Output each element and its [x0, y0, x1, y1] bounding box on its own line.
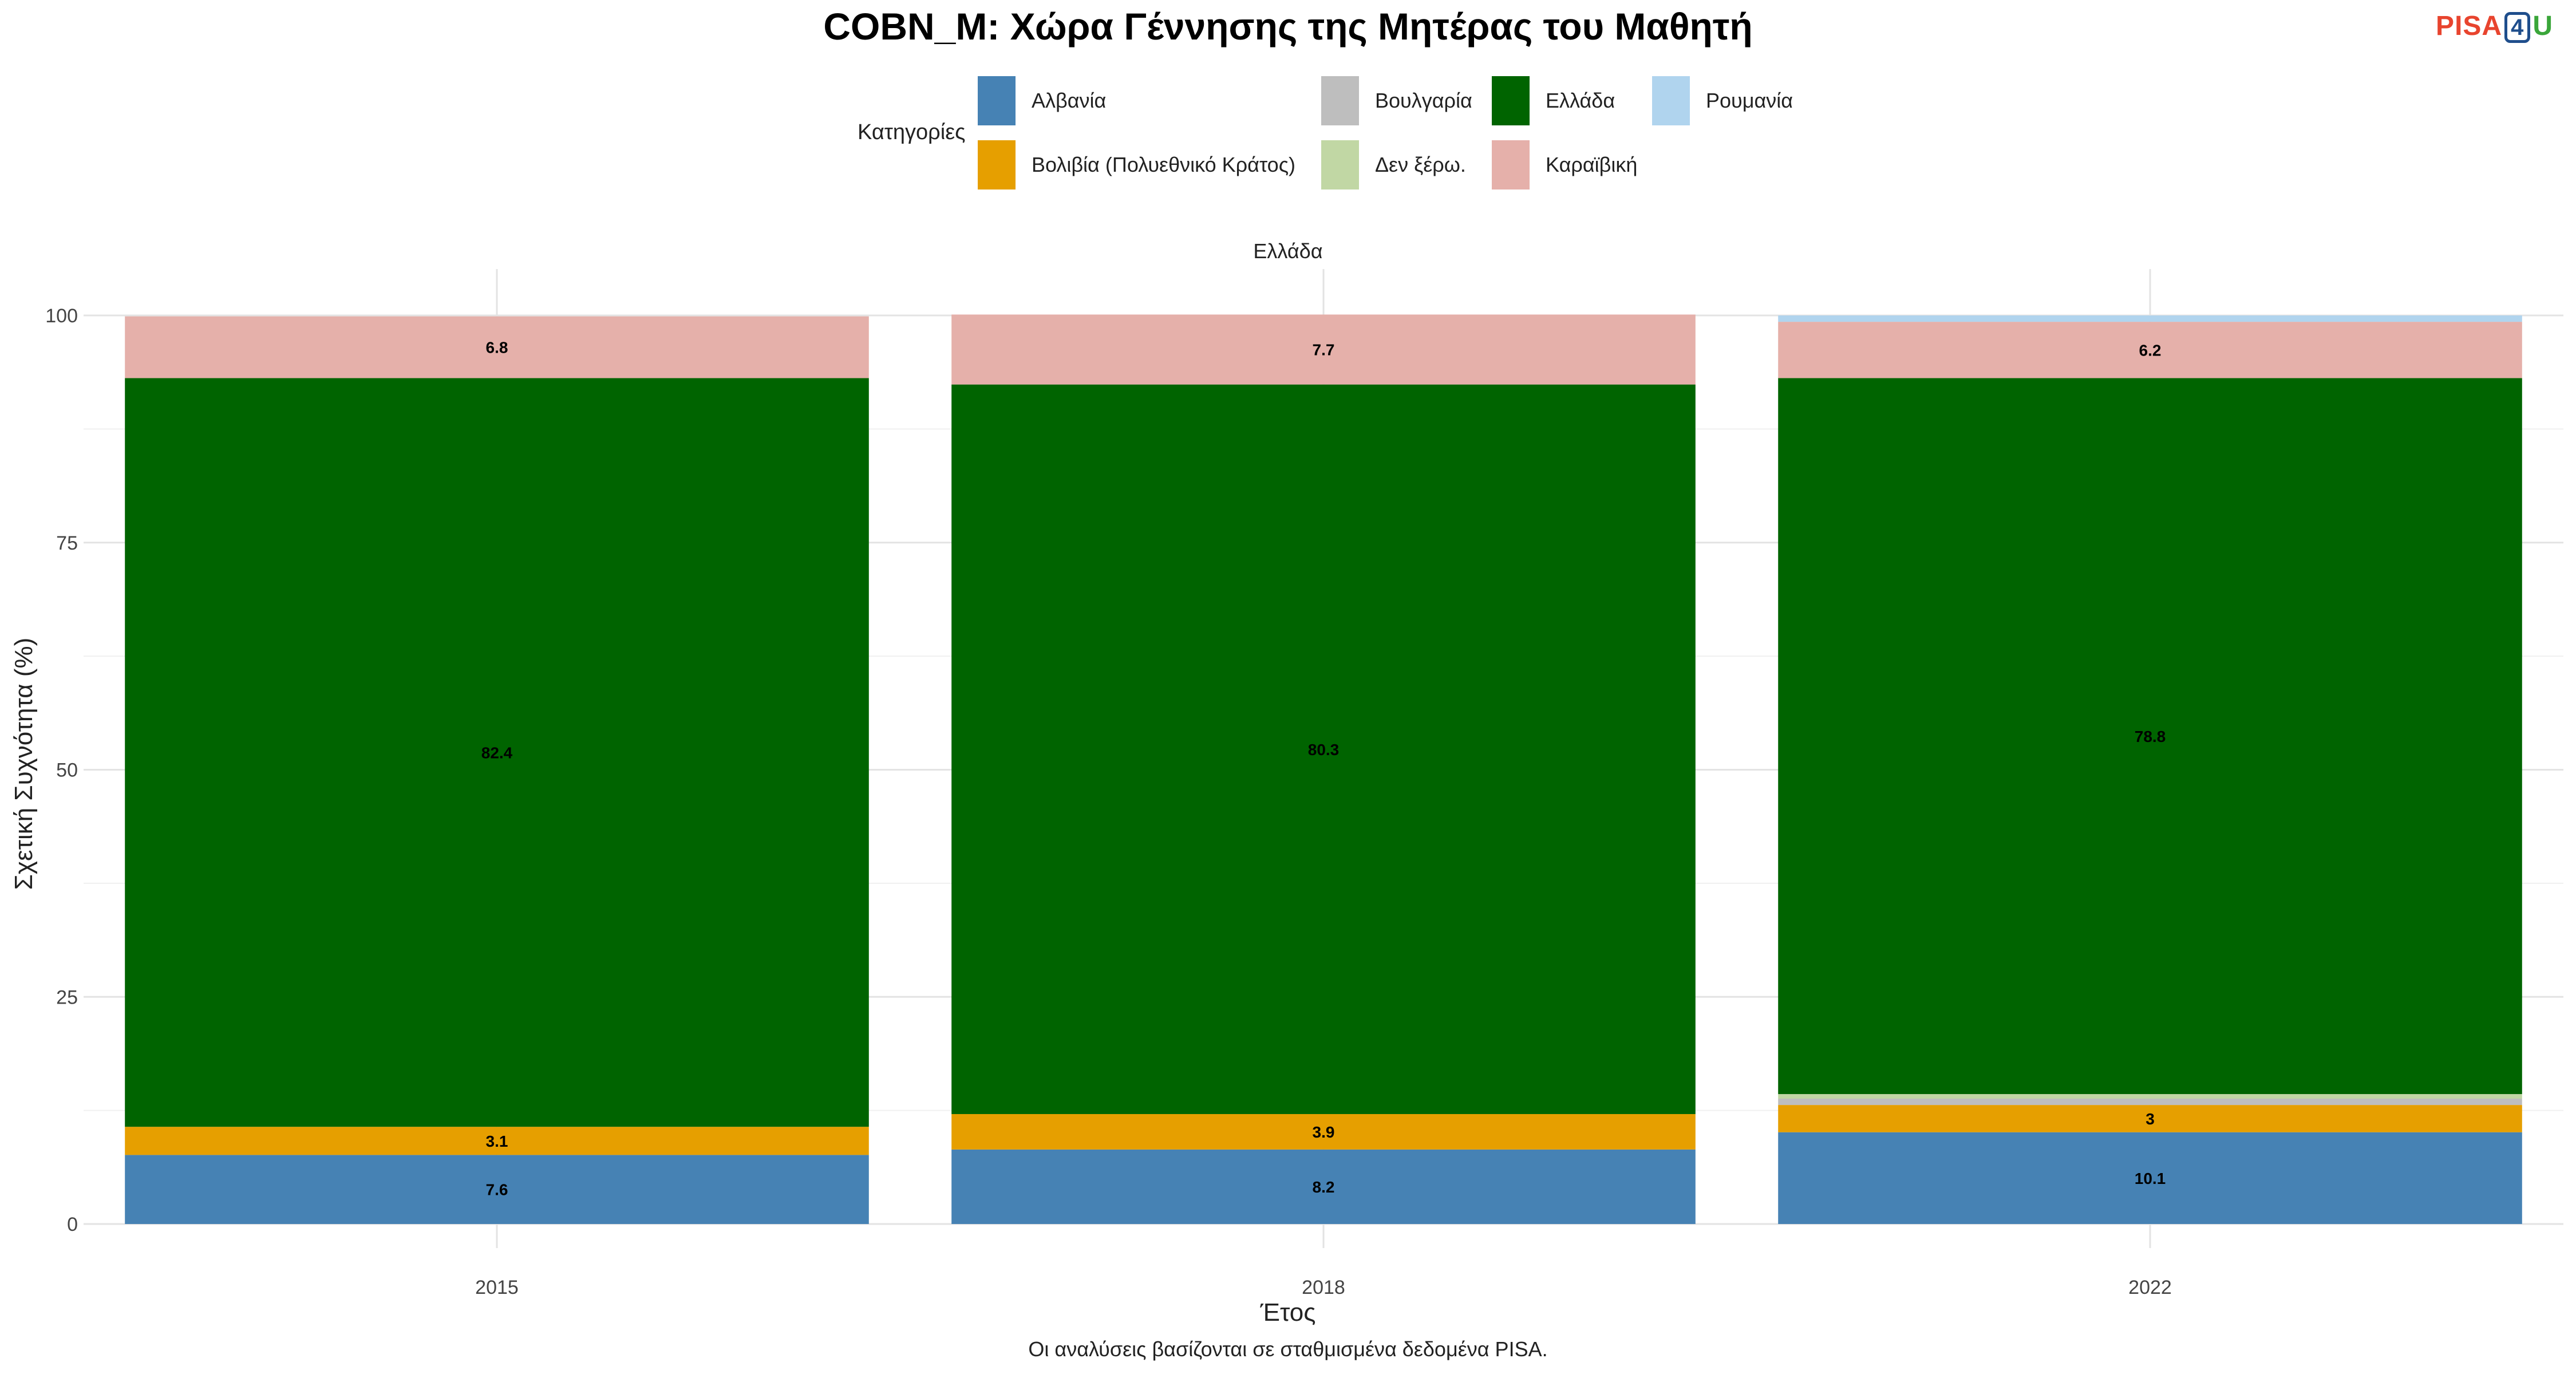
bar-data-label: 6.2 — [2139, 341, 2162, 359]
logo-text-u: U — [2532, 11, 2553, 41]
bar-data-label: 3 — [2146, 1110, 2155, 1128]
logo-text-pisa: PISA — [2436, 11, 2503, 41]
y-tick-label: 25 — [56, 986, 78, 1008]
bar-segment — [951, 1114, 1696, 1150]
bar-segment — [1778, 378, 2522, 1095]
legend-label: Βουλγαρία — [1375, 89, 1472, 112]
legend-title: Κατηγορίες — [858, 120, 966, 144]
y-tick-label: 100 — [45, 305, 78, 327]
bar-segment — [125, 316, 869, 378]
legend-swatch — [1321, 76, 1359, 125]
x-tick-label: 2022 — [2128, 1277, 2172, 1298]
bar-data-label: 7.6 — [486, 1181, 508, 1199]
bar-data-label: 78.8 — [2135, 728, 2166, 745]
legend-swatch — [1492, 76, 1530, 125]
legend-label: Αλβανία — [1032, 89, 1107, 112]
bar-segment — [1778, 1098, 2522, 1105]
bar-segment — [1778, 1132, 2522, 1224]
bar-segment — [1778, 315, 2522, 322]
legend-label: Δεν ξέρω. — [1375, 153, 1466, 176]
x-axis-label: Έτος — [1260, 1298, 1316, 1326]
y-tick-label: 0 — [67, 1214, 78, 1235]
facet-label: Ελλάδα — [1253, 239, 1323, 263]
bar-segment — [1778, 1094, 2522, 1099]
legend-label: Ρουμανία — [1706, 89, 1793, 112]
legend-swatch — [978, 140, 1016, 189]
bar-segment — [951, 384, 1696, 1114]
bar-segment — [125, 1127, 869, 1155]
bar-data-label: 10.1 — [2135, 1170, 2166, 1187]
x-tick-label: 2018 — [1302, 1277, 1345, 1298]
legend-item-dont-know: Δεν ξέρω. — [1321, 140, 1466, 189]
bar-segment — [125, 378, 869, 1127]
x-tick-label: 2015 — [475, 1277, 519, 1298]
bar-data-label: 8.2 — [1313, 1178, 1335, 1196]
legend-item-bolivia: Βολιβία (Πολυεθνικό Κράτος) — [978, 140, 1295, 189]
bar-data-label: 7.7 — [1313, 341, 1335, 359]
legend-item-albania: Αλβανία — [978, 76, 1106, 125]
legend-swatch — [1652, 76, 1690, 125]
y-tick-label: 75 — [56, 532, 78, 554]
bar-segment — [125, 1155, 869, 1224]
bar-data-label: 80.3 — [1308, 741, 1340, 759]
logo-text-4: 4 — [2504, 12, 2531, 43]
pisa4u-logo: PISA 4 U — [2436, 10, 2553, 43]
bar-data-label: 82.4 — [481, 744, 513, 761]
bar-data-label: 3.9 — [1313, 1123, 1335, 1141]
bar-segment — [1778, 1105, 2522, 1132]
legend-item-romania: Ρουμανία — [1652, 76, 1793, 125]
legend-swatch — [1492, 140, 1530, 189]
bar-segment — [951, 314, 1696, 385]
legend-item-caribbean: Καραϊβική — [1492, 140, 1637, 189]
bar-segment — [951, 1149, 1696, 1224]
bar-data-label: 6.8 — [486, 339, 508, 357]
legend-item-bulgaria: Βουλγαρία — [1321, 76, 1472, 125]
legend-swatch — [1321, 140, 1359, 189]
chart-title: COBN_M: Χώρα Γέννησης της Μητέρας του Μα… — [823, 5, 1753, 48]
legend-label: Καραϊβική — [1546, 153, 1638, 176]
legend-swatch — [978, 76, 1016, 125]
bar-data-label: 3.1 — [486, 1132, 508, 1150]
legend-label: Ελλάδα — [1546, 89, 1615, 112]
bar-segment — [1778, 322, 2522, 378]
legend-label: Βολιβία (Πολυεθνικό Κράτος) — [1032, 153, 1296, 176]
legend-item-greece: Ελλάδα — [1492, 76, 1615, 125]
caption: Οι αναλύσεις βασίζονται σε σταθμισμένα δ… — [1028, 1337, 1548, 1361]
y-tick-label: 50 — [56, 760, 78, 781]
